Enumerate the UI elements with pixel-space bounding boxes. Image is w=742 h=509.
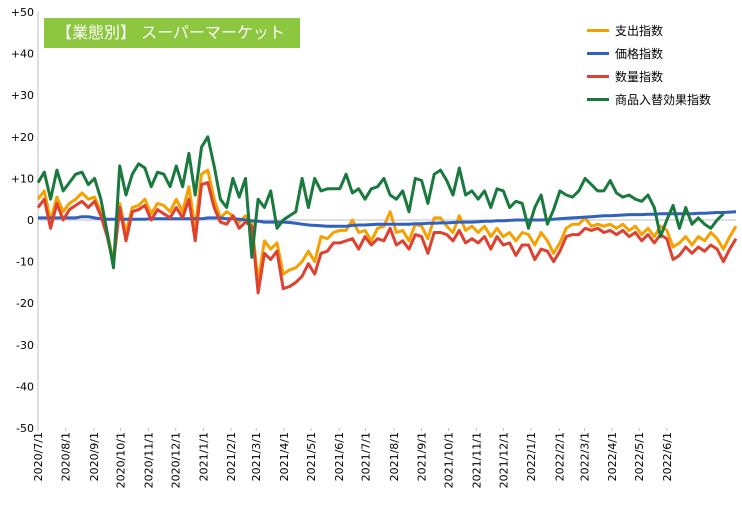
x-tick-label: 2020/8/1 [60, 432, 73, 481]
y-tick-label: +20 [11, 131, 34, 144]
x-tick-label: 2022/6/1 [661, 432, 674, 481]
x-tick-label: 2021/12/1 [497, 432, 510, 488]
legend-label-expenditure: 支出指数 [615, 24, 664, 38]
chart-title: 【業態別】 スーパーマーケット [44, 18, 300, 48]
legend-label-replacement: 商品入替効果指数 [615, 93, 712, 107]
y-tick-label: -40 [16, 380, 34, 393]
y-tick-label: -20 [16, 297, 34, 310]
x-tick-label: 2021/1/1 [197, 432, 210, 481]
x-axis-ticks: 2020/7/1 2020/8/1 2020/9/1 2020/10/1 2020/11… [32, 428, 674, 488]
legend-label-price: 価格指数 [615, 47, 664, 61]
series-line-expenditure [36, 168, 738, 284]
legend-swatch-expenditure [587, 29, 609, 32]
x-tick-label: 2021/10/1 [443, 432, 456, 488]
x-tick-label: 2020/12/1 [170, 432, 183, 488]
y-tick-label: -30 [16, 339, 34, 352]
x-tick-label: 2021/4/1 [278, 432, 291, 481]
series-line-replacement [36, 135, 725, 270]
x-tick-label: 2022/1/1 [525, 432, 538, 481]
y-tick-label: +10 [11, 172, 34, 185]
y-tick-label: -50 [16, 422, 34, 435]
x-tick-label: 2021/5/1 [305, 432, 318, 481]
x-tick-label: 2021/11/1 [470, 432, 483, 488]
legend-swatch-replacement [587, 98, 609, 101]
y-tick-label: 0 [27, 214, 34, 227]
legend-label-quantity: 数量指数 [615, 70, 664, 84]
x-tick-label: 2021/7/1 [360, 432, 373, 481]
y-axis-ticks: +50 +40 +30 +20 +10 0 -10 -20 -30 -40 -50 [11, 6, 34, 435]
x-tick-label: 2022/4/1 [606, 432, 619, 481]
y-tick-label: +50 [11, 6, 34, 19]
x-tick-label: 2021/2/1 [225, 432, 238, 481]
x-tick-label: 2021/3/1 [250, 432, 263, 481]
legend-swatch-price [587, 52, 609, 55]
series-line-price [38, 210, 737, 228]
y-tick-label: -10 [16, 256, 34, 269]
x-tick-label: 2020/11/1 [143, 432, 156, 488]
legend-swatch-quantity [587, 75, 609, 78]
x-tick-label: 2022/5/1 [633, 432, 646, 481]
x-tick-label: 2020/9/1 [88, 432, 101, 481]
x-tick-label: 2021/8/1 [388, 432, 401, 481]
series-lines [36, 135, 738, 295]
x-tick-label: 2022/3/1 [578, 432, 591, 481]
x-tick-label: 2021/6/1 [333, 432, 346, 481]
x-tick-label: 2022/2/1 [553, 432, 566, 481]
series-line-quantity [36, 181, 738, 295]
x-tick-label: 2020/10/1 [114, 432, 127, 488]
y-tick-label: +40 [11, 48, 34, 61]
x-tick-label: 2021/9/1 [416, 432, 429, 481]
x-tick-label: 2020/7/1 [32, 432, 45, 481]
y-tick-label: +30 [11, 89, 34, 102]
